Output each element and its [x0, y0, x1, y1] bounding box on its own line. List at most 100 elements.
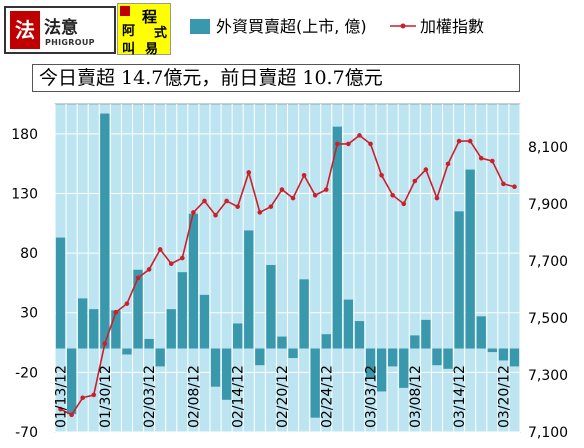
index-point-29	[379, 173, 384, 178]
legend-line-label: 加權指數	[420, 17, 484, 36]
left-axis: -70 -20 30 80 130 180	[11, 127, 38, 441]
x-tick-label: 02/20/12	[275, 365, 291, 428]
bar-6	[122, 348, 132, 355]
right-tick-label: 7,700	[528, 254, 568, 270]
x-tick-label: 03/03/12	[364, 365, 380, 428]
grid-lines	[54, 104, 521, 433]
index-point-36	[456, 138, 462, 144]
bar-27	[354, 321, 365, 349]
index-point-28	[368, 141, 373, 147]
bar-8	[144, 338, 154, 349]
bar-12	[188, 213, 199, 349]
index-point-19	[268, 204, 274, 209]
index-point-5	[113, 309, 119, 315]
x-tick-label: 03/08/12	[408, 365, 424, 428]
bar-15	[221, 348, 232, 400]
bar-36	[454, 211, 464, 349]
logo-char-1: 程	[142, 8, 158, 26]
index-point-8	[146, 267, 152, 272]
left-tick-label: 30	[20, 306, 38, 322]
bar-16	[233, 323, 243, 349]
bar-17	[244, 230, 254, 349]
index-point-6	[124, 301, 130, 306]
index-point-39	[490, 158, 495, 164]
bar-18	[255, 348, 265, 366]
bar-35	[443, 348, 453, 369]
x-tick-label: 01/13/12	[54, 365, 70, 428]
logo-char-4: 式	[154, 26, 168, 41]
logo-char-3: 叫	[122, 42, 136, 57]
right-tick-label: 7,100	[528, 425, 568, 441]
index-point-15	[224, 198, 229, 204]
index-point-32	[412, 178, 418, 184]
logo-subtitle: PHIGROUP	[45, 38, 95, 47]
index-point-9	[157, 247, 163, 252]
bar-33	[421, 319, 431, 349]
index-point-40	[501, 181, 506, 187]
bar-32	[410, 335, 420, 349]
x-tick-label: 02/03/12	[142, 365, 158, 428]
bar-2	[78, 298, 88, 349]
index-point-33	[423, 167, 429, 172]
index-point-10	[168, 261, 174, 267]
right-tick-label: 7,300	[528, 368, 568, 384]
bar-37	[465, 169, 475, 349]
summary-text: 今日賣超 14.7億元，前日賣超 10.7億元	[39, 67, 383, 89]
index-point-16	[235, 204, 240, 209]
bar-41	[509, 348, 520, 367]
index-point-25	[335, 141, 340, 147]
index-point-31	[401, 201, 407, 207]
legend-bar-swatch	[190, 19, 210, 34]
legend: 外資買賣超(上市, 億) 加權指數	[190, 17, 484, 36]
left-tick-label: -70	[15, 425, 38, 441]
bar-5	[111, 310, 121, 349]
bar-series	[55, 113, 520, 418]
bar-11	[177, 272, 187, 349]
bar-3	[89, 309, 99, 349]
bar-22	[299, 279, 309, 349]
bar-19	[266, 265, 276, 349]
index-point-3	[91, 392, 97, 398]
x-tick-label: 02/08/12	[186, 365, 202, 428]
bar-10	[166, 309, 176, 349]
index-point-13	[202, 198, 207, 204]
logo-mark: 法	[10, 11, 40, 49]
bar-0	[55, 237, 66, 349]
bar-26	[343, 299, 354, 349]
index-point-1	[69, 412, 74, 418]
logo-char-2: 阿	[122, 24, 136, 39]
right-axis: 7,100 7,300 7,500 7,700 7,900 8,100	[528, 140, 568, 441]
index-line	[60, 134, 515, 416]
index-point-7	[135, 275, 141, 281]
bar-28	[365, 348, 376, 379]
logo-mark-small	[120, 6, 130, 16]
logo-char-5: 易	[145, 42, 159, 57]
index-point-18	[257, 210, 263, 215]
bar-34	[432, 348, 442, 366]
index-point-38	[478, 155, 484, 161]
legend-line-marker	[400, 23, 406, 29]
bar-4	[100, 113, 110, 349]
bar-1	[66, 348, 77, 415]
index-point-14	[213, 212, 218, 218]
x-tick-label: 03/20/12	[496, 365, 512, 428]
x-tick-label: 03/14/12	[452, 365, 468, 428]
program-trading-logo: 程 阿 叫 式 易	[117, 3, 171, 57]
bar-31	[399, 348, 409, 388]
index-point-11	[180, 255, 185, 261]
phigroup-logo: 法 法意 PHIGROUP	[4, 6, 116, 54]
index-point-41	[512, 184, 517, 190]
bar-13	[199, 294, 210, 349]
left-tick-label: 180	[11, 127, 38, 143]
left-tick-label: 130	[11, 186, 38, 202]
x-axis: 01/13/12 01/30/12 02/03/12 02/08/12 02/14/12…	[54, 365, 513, 428]
index-point-26	[346, 141, 351, 147]
left-tick-label: 80	[20, 246, 38, 262]
line-series	[58, 133, 517, 418]
index-point-37	[467, 138, 473, 144]
summary-box: 今日賣超 14.7億元，前日賣超 10.7億元	[32, 64, 520, 92]
index-point-0	[58, 406, 63, 412]
logo-name: 法意	[44, 18, 78, 38]
bar-9	[155, 348, 165, 367]
index-point-34	[434, 195, 440, 201]
